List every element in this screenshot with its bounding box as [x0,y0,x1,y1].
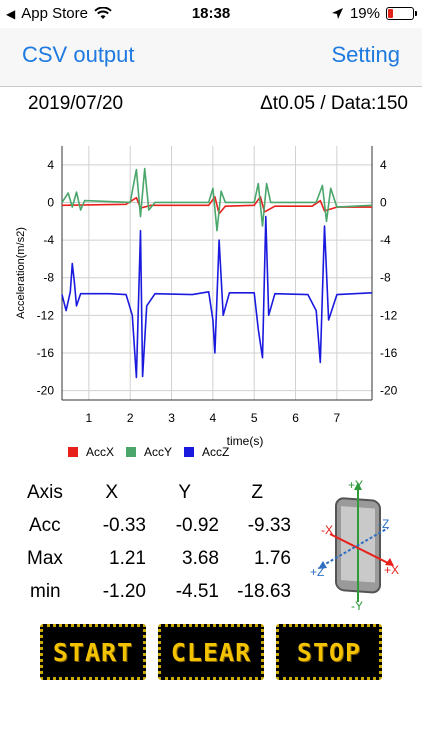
y-axis-label: Acceleration(m/s2) [15,227,27,319]
status-left: ◀ App Store [6,5,112,22]
legend-label-accx: AccX [86,445,114,459]
y-tick-label-right: -4 [380,233,391,247]
axis-label-py: +Y [348,478,363,492]
acceleration-chart: 4 4 0 0 -4 -4 -8 -8 -12 -12 -16 -16 -20 -20 1 2 3 4 5 6 7 Acc… [15,146,398,459]
y-tick-label-right: -16 [380,346,398,360]
stats-cell: 1.76 [254,548,291,569]
carrier-label[interactable]: App Store [21,5,88,22]
axis-label-nx: -X [321,523,333,537]
y-tick-label-left: -4 [43,233,54,247]
stop-button[interactable]: STOP [276,624,382,680]
y-tick-label-left: -16 [37,346,55,360]
y-tick-label-left: 0 [47,195,54,209]
x-axis-label: time(s) [227,434,264,448]
axis-label-ny: -Y [351,599,363,612]
date-label: 2019/07/20 [28,93,124,114]
x-tick-label: 4 [210,411,217,425]
clear-button[interactable]: CLEAR [158,624,264,680]
y-tick-label-right: 4 [380,158,387,172]
legend-swatch-accx [68,447,78,457]
setting-button[interactable]: Setting [331,42,401,67]
battery-percent: 19% [349,5,380,22]
legend-label-accy: AccY [144,445,172,459]
x-tick-label: 7 [334,411,341,425]
axis-label-px: +X [384,563,399,577]
back-arrow-icon[interactable]: ◀ [6,6,16,21]
y-tick-label-right: 0 [380,195,387,209]
start-button-label: START [52,637,134,667]
stats-cell: 1.21 [109,548,146,569]
y-tick-label-left: -20 [37,384,55,398]
y-tick-label-right: -12 [380,308,398,322]
x-tick-label: 6 [292,411,299,425]
x-axis-arrow [385,558,394,566]
start-button[interactable]: START [40,624,146,680]
clear-button-label: CLEAR [170,637,252,667]
z-axis-arrow [318,561,327,569]
stats-cell: -4.51 [175,581,219,602]
status-time: 18:38 [191,5,231,22]
csv-output-button[interactable]: CSV output [22,42,135,67]
y-tick-label-left: 4 [47,158,54,172]
y-axis-arrow [354,482,362,490]
axis-label-pz: +Z [310,565,324,579]
y-tick-label-right: -8 [380,271,391,285]
wifi-icon [94,7,112,19]
phone-axes-diagram: +Y -Y +X -X +Z -Z [310,478,399,612]
stats-header-z: Z [251,482,263,503]
x-axis-line [329,533,391,565]
stats-row-label: Acc [29,515,61,536]
stop-button-label: STOP [296,637,362,667]
y-tick-label-left: -8 [43,271,54,285]
location-icon [331,8,343,19]
stats-cell: -18.63 [237,581,291,602]
stats-cell: 3.68 [182,548,219,569]
stats-header-y: Y [178,482,191,503]
axis-label-nz: -Z [378,517,389,531]
status-bar: ◀ App Store 18:38 19% [0,0,422,28]
series-line-accz [61,215,373,379]
x-tick-label: 2 [127,411,134,425]
legend-swatch-accy [126,447,136,457]
x-tick-label: 1 [86,411,93,425]
y-tick-label-right: -20 [380,384,398,398]
stats-row-label: Max [27,548,63,569]
battery-icon [386,7,417,20]
stats-cell: -1.20 [102,581,146,602]
x-tick-label: 3 [168,411,175,425]
legend-swatch-accz [184,447,194,457]
status-right: 19% [331,5,417,22]
stats-cell: -0.92 [175,515,219,536]
series-line-accy [61,167,373,232]
stats-header-axis: Axis [27,482,63,503]
navigation-bar: CSV output Setting [0,28,422,87]
stats-row-label: min [30,581,61,602]
sampling-info: Δt0.05 / Data:150 [260,93,408,114]
legend-label-accz: AccZ [202,445,229,459]
x-tick-label: 5 [251,411,258,425]
stats-cell: -0.33 [102,515,146,536]
y-tick-label-left: -12 [37,308,55,322]
z-axis-line [321,527,389,567]
stats-cell: -9.33 [247,515,291,536]
stats-header-x: X [105,482,118,503]
